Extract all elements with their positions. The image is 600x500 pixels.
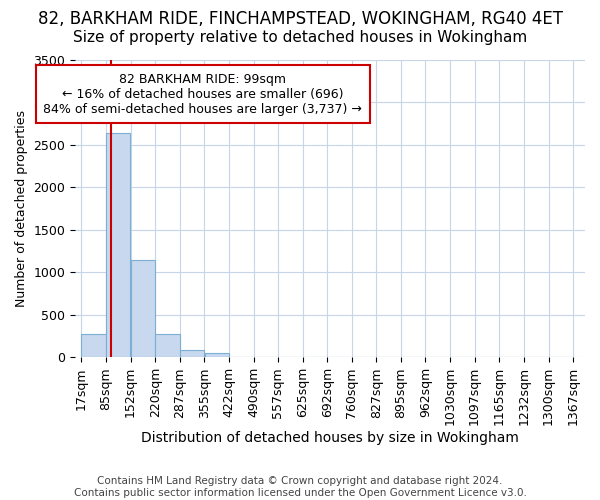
Bar (155, 334, 179, 357)
Text: Size of property relative to detached houses in Wokingham: Size of property relative to detached ho… (73, 30, 527, 45)
Text: 82 BARKHAM RIDE: 99sqm
← 16% of detached houses are smaller (696)
84% of semi-de: 82 BARKHAM RIDE: 99sqm ← 16% of detached… (43, 72, 362, 116)
Bar (205, 353, 229, 358)
X-axis label: Distribution of detached houses by size in Wokingham: Distribution of detached houses by size … (141, 431, 519, 445)
Text: 82, BARKHAM RIDE, FINCHAMPSTEAD, WOKINGHAM, RG40 4ET: 82, BARKHAM RIDE, FINCHAMPSTEAD, WOKINGH… (37, 10, 563, 28)
Bar (131, 260, 155, 358)
Bar (106, 133, 130, 358)
Y-axis label: Number of detached properties: Number of detached properties (15, 110, 28, 307)
Bar (82, 334, 106, 357)
Text: Contains HM Land Registry data © Crown copyright and database right 2024.
Contai: Contains HM Land Registry data © Crown c… (74, 476, 526, 498)
Bar (180, 350, 204, 358)
